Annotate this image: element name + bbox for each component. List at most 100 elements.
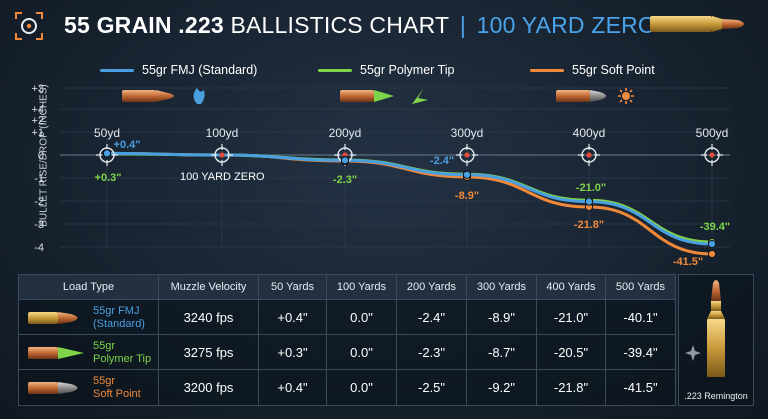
y-tick-label: 0 bbox=[38, 150, 44, 162]
velocity-cell: 3200 fps bbox=[159, 370, 259, 405]
load-name: 55gr FMJ (Standard) bbox=[93, 305, 145, 331]
data-label: +0.3" bbox=[95, 172, 122, 184]
y-axis-ticks: +3 +4+2+1 0 -1 -2 -3 -4 bbox=[31, 83, 44, 254]
data-point bbox=[707, 239, 717, 249]
table-row: 55gr Soft Point 3200 fps +0.4" 0.0" -2.5"… bbox=[19, 369, 675, 405]
y-tick-label: -1 bbox=[34, 173, 44, 185]
x-tick-label: 100yd bbox=[206, 126, 239, 140]
reticle-icon bbox=[211, 144, 233, 166]
ballistics-chart: +3 +4+2+1 0 -1 -2 -3 -4 50yd 100yd 200yd 300yd 400… bbox=[31, 83, 730, 268]
title-separator: | bbox=[459, 12, 466, 38]
table-header-row: Load Type Muzzle Velocity 50 Yards 100 Y… bbox=[19, 275, 675, 299]
softpoint-cartridge-icon bbox=[28, 381, 78, 394]
reticle-icon bbox=[701, 144, 723, 166]
value-cell: -2.4" bbox=[397, 300, 467, 335]
data-point bbox=[102, 149, 112, 158]
trajectory-curves bbox=[105, 151, 714, 256]
table-row: 55gr FMJ (Standard) 3240 fps +0.4" 0.0" -… bbox=[19, 299, 675, 335]
cartridge-panel: .223 Remington bbox=[678, 274, 754, 406]
header-500-yards: 500 Yards bbox=[615, 281, 666, 293]
cartridge-icon bbox=[650, 16, 744, 32]
x-tick-label: 500yd bbox=[696, 126, 729, 140]
load-type-cell: 55gr Soft Point bbox=[19, 370, 159, 405]
header-400-yards: 400 Yards bbox=[537, 275, 606, 299]
chart-grid bbox=[60, 87, 730, 250]
header: 55 GRAIN .223 BALLISTICS CHART | 100 YAR… bbox=[0, 0, 768, 52]
legend-swatch bbox=[530, 68, 564, 72]
load-name-line2: Polymer Tip bbox=[93, 352, 152, 365]
cartridge-caption: .223 Remington bbox=[684, 391, 748, 401]
y-tick-label: -4 bbox=[34, 242, 44, 254]
series-line bbox=[105, 151, 714, 246]
title-bold: 55 GRAIN .223 bbox=[64, 12, 224, 38]
load-name: 55gr Polymer Tip bbox=[93, 340, 151, 366]
value-cell: +0.4" bbox=[259, 370, 327, 405]
header-200-yards: 200 Yards bbox=[397, 275, 467, 299]
load-name: 55gr Soft Point bbox=[93, 375, 141, 401]
data-point bbox=[707, 249, 717, 259]
polymer-cartridge-icon bbox=[28, 346, 84, 359]
value-cell: -40.1" bbox=[623, 310, 658, 325]
legend-label: 55gr Soft Point bbox=[572, 63, 655, 77]
legend-item-softpoint: 55gr Soft Point bbox=[530, 60, 655, 80]
legend-item-fmj: 55gr FMJ (Standard) bbox=[100, 60, 257, 80]
legend-swatch bbox=[318, 68, 352, 72]
x-tick-label: 300yd bbox=[451, 126, 484, 140]
ballistics-table: Load Type Muzzle Velocity 50 Yards 100 Y… bbox=[18, 274, 676, 406]
polymer-tip-icon bbox=[412, 88, 428, 104]
y-tick-label: -3 bbox=[34, 219, 44, 231]
value-cell: -20.5" bbox=[537, 335, 606, 370]
expansion-icon bbox=[618, 88, 634, 104]
load-name-line2: (Standard) bbox=[93, 317, 145, 330]
value-cell: -39.4" bbox=[623, 345, 658, 360]
data-point bbox=[462, 170, 472, 179]
data-label: +0.4" bbox=[114, 139, 141, 151]
value-cell: -2.3" bbox=[397, 335, 467, 370]
data-points bbox=[102, 149, 717, 259]
title-light: BALLISTICS CHART bbox=[230, 12, 450, 38]
value-cell: -8.9" bbox=[467, 300, 537, 335]
header-50-yards: 50 Yards bbox=[259, 275, 327, 299]
load-name-line1: 55gr bbox=[93, 374, 116, 387]
legend-item-polymer: 55gr Polymer Tip bbox=[318, 60, 454, 80]
x-axis-labels: 50yd 100yd 200yd 300yd 400yd 500yd bbox=[94, 126, 728, 140]
distance-reticles bbox=[96, 144, 723, 166]
value-cell: 0.0" bbox=[327, 300, 397, 335]
load-type-cell: 55gr FMJ (Standard) bbox=[19, 300, 159, 335]
header-muzzle-velocity: Muzzle Velocity bbox=[159, 275, 259, 299]
title-subtitle: 100 YARD ZERO bbox=[476, 12, 657, 38]
value-cell: -9.2" bbox=[467, 370, 537, 405]
data-label: -21.8" bbox=[574, 219, 604, 231]
value-cell: 0.0" bbox=[327, 335, 397, 370]
y-tick-label: +4 bbox=[31, 104, 44, 116]
header-300-yards: 300 Yards bbox=[467, 275, 537, 299]
value-cell: +0.3" bbox=[259, 335, 327, 370]
data-label: -21.0" bbox=[576, 182, 606, 194]
data-label: -8.9" bbox=[455, 190, 479, 202]
x-tick-label: 200yd bbox=[329, 126, 362, 140]
value-cell: -8.7" bbox=[467, 335, 537, 370]
reticle-icon bbox=[456, 144, 478, 166]
velocity-cell: 3240 fps bbox=[159, 300, 259, 335]
zero-label: 100 YARD ZERO bbox=[180, 171, 265, 183]
y-tick-label: +1 bbox=[31, 127, 44, 139]
data-label: -41.5" bbox=[673, 256, 703, 268]
reticle-icon bbox=[578, 144, 600, 166]
page-title: 55 GRAIN .223 BALLISTICS CHART | 100 YAR… bbox=[64, 12, 656, 39]
x-tick-label: 50yd bbox=[94, 126, 120, 140]
legend-swatch bbox=[100, 68, 134, 72]
fmj-cartridge-icon bbox=[28, 311, 78, 324]
header-load-type: Load Type bbox=[19, 275, 159, 299]
value-cell: -21.8" bbox=[537, 370, 606, 405]
value-cell: 0.0" bbox=[327, 370, 397, 405]
header-100-yards: 100 Yards bbox=[327, 275, 397, 299]
load-name-line1: 55gr FMJ bbox=[93, 304, 140, 317]
value-cell: +0.4" bbox=[259, 300, 327, 335]
value-cell: -21.0" bbox=[537, 300, 606, 335]
legend-label: 55gr Polymer Tip bbox=[360, 63, 455, 77]
y-tick-label: -2 bbox=[34, 196, 44, 208]
load-name-line2: Soft Point bbox=[93, 387, 141, 400]
y-tick-label: +2 bbox=[31, 115, 44, 127]
crosshair-logo-icon bbox=[15, 12, 43, 40]
legend-label: 55gr FMJ (Standard) bbox=[142, 63, 258, 77]
